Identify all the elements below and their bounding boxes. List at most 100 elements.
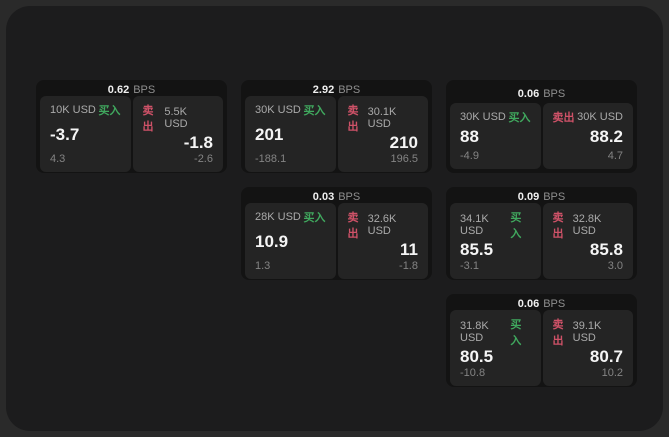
- sell-label-row: 卖出 5.5K USD: [143, 102, 214, 134]
- spread-header: 0.06 BPS: [450, 298, 633, 310]
- sell-price: 80.7: [589, 347, 623, 366]
- quote-panels: 30K USD 买入 201 -188.1 卖出 30.1K USD 210 1…: [245, 96, 428, 172]
- sell-delta: 196.5: [390, 152, 418, 165]
- buy-label-row: 34.1K USD 买入: [460, 209, 531, 241]
- sell-side-label: 卖出: [552, 212, 564, 240]
- sell-size: 30.1K USD: [367, 106, 397, 130]
- quote-card: 0.06 BPS 31.8K USD 买入 80.5 -10.8 卖出 39.1…: [446, 294, 637, 387]
- spread-unit: BPS: [133, 84, 156, 96]
- buy-price: 85.5: [460, 240, 494, 259]
- buy-delta: 1.3: [255, 259, 271, 272]
- buy-panel[interactable]: 28K USD 买入 10.9 1.3: [245, 203, 336, 279]
- sell-size: 32.8K USD: [572, 213, 602, 237]
- buy-panel[interactable]: 34.1K USD 买入 85.5 -3.1: [450, 203, 541, 279]
- app-background: 0.62 BPS 10K USD 买入 -3.7 4.3 卖出 5.5K USD…: [6, 6, 663, 431]
- buy-delta: -188.1: [255, 152, 287, 165]
- spread-value: 0.62: [107, 84, 130, 96]
- buy-delta: -4.9: [460, 150, 479, 162]
- spread-value: 2.92: [312, 84, 335, 96]
- buy-side-label: 买入: [508, 112, 531, 124]
- spread-unit: BPS: [543, 298, 566, 310]
- quotes-grid: 0.62 BPS 10K USD 买入 -3.7 4.3 卖出 5.5K USD…: [36, 80, 637, 387]
- sell-side-label: 卖出: [347, 212, 359, 240]
- buy-delta: -3.1: [460, 259, 479, 272]
- sell-label-row: 卖出 30K USD: [553, 109, 624, 125]
- sell-side-label: 卖出: [552, 112, 575, 124]
- quote-panels: 31.8K USD 买入 80.5 -10.8 卖出 39.1K USD 80.…: [450, 310, 633, 386]
- sell-panel[interactable]: 卖出 39.1K USD 80.7 10.2: [542, 310, 633, 386]
- spread-unit: BPS: [543, 191, 566, 203]
- sell-size: 39.1K USD: [572, 320, 602, 344]
- quote-panels: 28K USD 买入 10.9 1.3 卖出 32.6K USD 11 -1.8: [245, 203, 428, 279]
- buy-delta: 4.3: [50, 152, 66, 165]
- buy-size: 30K USD: [255, 104, 301, 116]
- buy-side-label: 买入: [303, 212, 326, 224]
- sell-side-label: 卖出: [552, 319, 564, 347]
- quote-panels: 30K USD 买入 88 -4.9 卖出 30K USD 88.2 4.7: [450, 103, 633, 169]
- buy-side-label: 买入: [510, 212, 522, 240]
- quote-card: 2.92 BPS 30K USD 买入 201 -188.1 卖出 30.1K …: [241, 80, 432, 173]
- buy-panel[interactable]: 10K USD 买入 -3.7 4.3: [40, 96, 131, 172]
- sell-price: 88.2: [589, 127, 623, 147]
- sell-delta: -1.8: [399, 259, 418, 272]
- buy-label-row: 30K USD 买入: [255, 102, 326, 118]
- buy-side-label: 买入: [510, 319, 522, 347]
- quote-card: 0.62 BPS 10K USD 买入 -3.7 4.3 卖出 5.5K USD…: [36, 80, 227, 173]
- sell-size: 5.5K USD: [164, 106, 188, 130]
- buy-price: 80.5: [460, 347, 494, 366]
- spread-unit: BPS: [338, 84, 361, 96]
- spread-header: 0.09 BPS: [450, 191, 633, 203]
- sell-price: 85.8: [589, 240, 623, 259]
- sell-label-row: 卖出 32.6K USD: [348, 209, 419, 241]
- sell-price: 11: [400, 240, 418, 259]
- buy-delta: -10.8: [460, 366, 486, 379]
- buy-price: 88: [460, 127, 479, 147]
- sell-label-row: 卖出 39.1K USD: [553, 316, 624, 348]
- sell-size: 32.6K USD: [367, 213, 397, 237]
- spread-header: 0.06 BPS: [450, 84, 633, 103]
- spread-header: 0.62 BPS: [40, 84, 223, 96]
- spread-value: 0.09: [517, 191, 540, 203]
- sell-panel[interactable]: 卖出 30K USD 88.2 4.7: [542, 103, 633, 169]
- sell-side-label: 卖出: [347, 105, 359, 133]
- buy-price: -3.7: [50, 125, 80, 144]
- quote-card: 0.06 BPS 30K USD 买入 88 -4.9 卖出 30K USD 8…: [446, 80, 637, 173]
- sell-panel[interactable]: 卖出 32.6K USD 11 -1.8: [337, 203, 428, 279]
- buy-size: 30K USD: [460, 111, 506, 123]
- buy-panel[interactable]: 30K USD 买入 88 -4.9: [450, 103, 541, 169]
- buy-side-label: 买入: [303, 105, 326, 117]
- buy-size: 10K USD: [50, 104, 96, 116]
- buy-price: 10.9: [255, 232, 289, 251]
- sell-delta: 4.7: [607, 150, 623, 162]
- sell-price: -1.8: [183, 133, 213, 152]
- sell-delta: 3.0: [607, 259, 623, 272]
- buy-size: 34.1K USD: [460, 213, 489, 237]
- quote-card: 0.03 BPS 28K USD 买入 10.9 1.3 卖出 32.6K US…: [241, 187, 432, 280]
- buy-size: 31.8K USD: [460, 320, 489, 344]
- spread-header: 2.92 BPS: [245, 84, 428, 96]
- buy-label-row: 10K USD 买入: [50, 102, 121, 118]
- buy-size: 28K USD: [255, 211, 301, 223]
- buy-side-label: 买入: [98, 105, 121, 117]
- sell-label-row: 卖出 32.8K USD: [553, 209, 624, 241]
- sell-delta: 10.2: [601, 366, 623, 379]
- sell-panel[interactable]: 卖出 32.8K USD 85.8 3.0: [542, 203, 633, 279]
- spread-value: 0.03: [312, 191, 335, 203]
- spread-unit: BPS: [543, 87, 566, 100]
- sell-panel[interactable]: 卖出 5.5K USD -1.8 -2.6: [132, 96, 223, 172]
- sell-size: 30K USD: [577, 111, 623, 123]
- spread-header: 0.03 BPS: [245, 191, 428, 203]
- sell-panel[interactable]: 卖出 30.1K USD 210 196.5: [337, 96, 428, 172]
- buy-label-row: 28K USD 买入: [255, 209, 326, 225]
- sell-label-row: 卖出 30.1K USD: [348, 102, 419, 134]
- quote-panels: 10K USD 买入 -3.7 4.3 卖出 5.5K USD -1.8 -2.…: [40, 96, 223, 172]
- spread-value: 0.06: [517, 87, 540, 100]
- spread-unit: BPS: [338, 191, 361, 203]
- buy-label-row: 31.8K USD 买入: [460, 316, 531, 348]
- buy-label-row: 30K USD 买入: [460, 109, 531, 125]
- buy-panel[interactable]: 31.8K USD 买入 80.5 -10.8: [450, 310, 541, 386]
- buy-panel[interactable]: 30K USD 买入 201 -188.1: [245, 96, 336, 172]
- quote-panels: 34.1K USD 买入 85.5 -3.1 卖出 32.8K USD 85.8…: [450, 203, 633, 279]
- sell-side-label: 卖出: [142, 105, 154, 133]
- spread-value: 0.06: [517, 298, 540, 310]
